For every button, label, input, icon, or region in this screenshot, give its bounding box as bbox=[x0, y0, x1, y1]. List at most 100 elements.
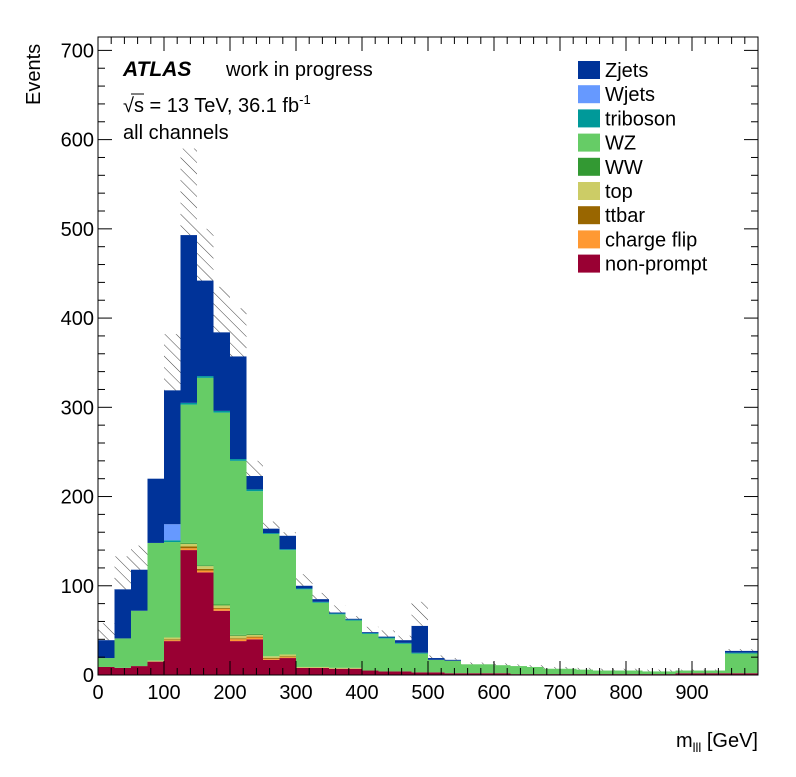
bar-wz bbox=[296, 589, 313, 667]
bar-triboson bbox=[197, 376, 214, 378]
bar-non-prompt bbox=[362, 670, 379, 675]
bar-non-prompt bbox=[213, 610, 230, 675]
axis-tick-labels: 0 100 200 300 400 500 600 700 800 900 0 100 200 300 40… bbox=[61, 40, 709, 704]
bar-triboson bbox=[395, 642, 412, 644]
bar-ww bbox=[213, 604, 230, 606]
bar-wz bbox=[494, 665, 511, 674]
bar-charge-flip bbox=[230, 639, 247, 642]
bar-ww bbox=[246, 633, 263, 635]
legend-swatch-zjets bbox=[578, 61, 600, 79]
uncertainty-hatch bbox=[494, 663, 511, 666]
bar-wz bbox=[329, 614, 346, 668]
bar-wz bbox=[114, 638, 131, 668]
bar-ttbar bbox=[197, 568, 214, 571]
legend-label-non-prompt: non-prompt bbox=[605, 254, 708, 276]
bar-charge-flip bbox=[279, 657, 296, 659]
uncertainty-hatch bbox=[725, 649, 742, 651]
bar-triboson bbox=[213, 410, 230, 413]
bar-non-prompt bbox=[461, 673, 478, 675]
bar-ttbar bbox=[164, 639, 181, 641]
bar-wz bbox=[197, 377, 214, 566]
uncertainty-hatch bbox=[692, 669, 709, 671]
bar-zjets bbox=[131, 569, 148, 611]
bar-ttbar bbox=[263, 658, 280, 659]
uncertainty-hatch bbox=[444, 658, 461, 660]
bar-ww bbox=[180, 542, 197, 544]
x-tick-label: 900 bbox=[675, 682, 708, 704]
bar-zjets bbox=[411, 625, 428, 653]
uncertainty-hatch bbox=[411, 601, 428, 626]
uncertainty-hatch bbox=[527, 665, 544, 667]
uncertainty-hatch bbox=[312, 592, 329, 600]
bar-non-prompt bbox=[708, 673, 725, 675]
uncertainty-hatch bbox=[263, 521, 280, 529]
legend-label-ttbar: ttbar bbox=[605, 205, 645, 227]
uncertainty-hatch bbox=[609, 668, 626, 671]
bar-wz bbox=[362, 633, 379, 671]
bar-non-prompt bbox=[741, 673, 758, 675]
bar-triboson bbox=[246, 489, 263, 492]
bar-charge-flip bbox=[197, 570, 214, 573]
bar-wz bbox=[345, 620, 362, 668]
atlas-label: ATLAS bbox=[122, 58, 191, 81]
legend-swatch-wjets bbox=[578, 85, 600, 104]
y-tick-label: 200 bbox=[61, 487, 94, 509]
bar-zjets bbox=[114, 589, 131, 639]
bar-top bbox=[197, 566, 214, 569]
bar-charge-flip bbox=[180, 548, 197, 551]
bar-triboson bbox=[164, 540, 181, 543]
bar-zjets bbox=[312, 599, 329, 602]
status-label: work in progress bbox=[225, 59, 373, 81]
uncertainty-hatch bbox=[675, 669, 692, 671]
bar-ttbar bbox=[180, 546, 197, 549]
bar-wz bbox=[263, 534, 280, 657]
bar-wz bbox=[147, 542, 164, 661]
bar-non-prompt bbox=[180, 550, 197, 675]
bar-wz bbox=[411, 653, 428, 673]
axis-ticks bbox=[97, 37, 758, 676]
bar-non-prompt bbox=[312, 667, 329, 675]
bar-wz bbox=[131, 610, 148, 667]
bar-zjets bbox=[395, 640, 412, 643]
bar-triboson bbox=[411, 652, 428, 654]
bar-wz bbox=[477, 664, 494, 674]
bar-wz bbox=[675, 670, 692, 674]
bar-zjets bbox=[164, 390, 181, 525]
bar-wz bbox=[312, 602, 329, 667]
x-tick-label: 300 bbox=[279, 682, 312, 704]
bar-non-prompt bbox=[164, 641, 181, 675]
bar-zjets bbox=[246, 476, 263, 490]
bar-top bbox=[164, 637, 181, 640]
bar-triboson bbox=[362, 633, 379, 634]
uncertainty-hatch bbox=[477, 662, 494, 665]
bar-non-prompt bbox=[345, 668, 362, 675]
uncertainty-hatch bbox=[164, 334, 181, 391]
bar-wz bbox=[164, 542, 181, 638]
channel-label: all channels bbox=[123, 122, 229, 144]
uncertainty-hatch bbox=[329, 605, 346, 613]
bar-wz bbox=[395, 643, 412, 672]
bar-ttbar bbox=[213, 608, 230, 609]
bar-zjets bbox=[329, 612, 346, 614]
legend-label-wz: WZ bbox=[605, 133, 636, 155]
uncertainty-hatch bbox=[642, 669, 659, 672]
bar-zjets bbox=[197, 280, 214, 377]
bar-top bbox=[213, 605, 230, 609]
bar-zjets bbox=[263, 528, 280, 534]
bar-wz bbox=[246, 491, 263, 634]
y-tick-label: 700 bbox=[61, 40, 94, 62]
legend-label-wjets: Wjets bbox=[605, 84, 655, 106]
bar-charge-flip bbox=[263, 658, 280, 660]
uncertainty-band bbox=[98, 148, 758, 672]
histogram-bars bbox=[98, 235, 758, 675]
bar-charge-flip bbox=[246, 637, 263, 640]
bar-wz bbox=[378, 638, 395, 672]
legend-swatch-non-prompt bbox=[578, 254, 600, 273]
bar-zjets bbox=[180, 235, 197, 403]
y-tick-label: 500 bbox=[61, 219, 94, 241]
legend-label-triboson: triboson bbox=[605, 108, 676, 130]
legend-label-zjets: Zjets bbox=[605, 60, 648, 82]
bar-top bbox=[246, 634, 263, 637]
